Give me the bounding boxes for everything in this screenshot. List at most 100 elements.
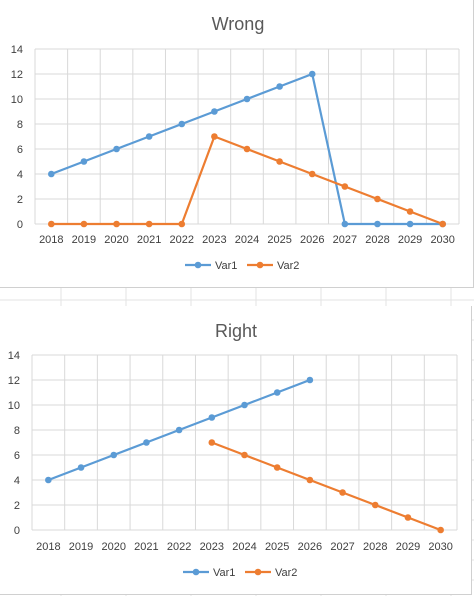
series-var2-point (406, 208, 414, 215)
legend-marker-var1 (194, 261, 202, 269)
series-var2-point (273, 464, 281, 471)
series-var1-point (308, 70, 316, 78)
y-tick-label: 4 (14, 475, 20, 487)
series-var1-point (276, 83, 283, 90)
series-var1-point (341, 220, 349, 228)
series-var1-point (80, 158, 88, 165)
series-var1-point (306, 376, 314, 384)
y-tick-label: 2 (17, 194, 23, 206)
series-var1-point (374, 220, 381, 228)
y-axis-ticks: 0 2 4 6 8 10 12 14 (8, 350, 20, 537)
y-tick-label: 10 (11, 94, 23, 106)
series-var2-point (241, 451, 248, 459)
x-tick-label: 2018 (39, 234, 63, 246)
series-var2-line (211, 441, 442, 532)
chart-title: Right (215, 321, 257, 341)
series-var1-point (45, 476, 52, 484)
series-var2-point (404, 514, 412, 521)
series-var2-point (371, 501, 379, 509)
y-tick-label: 0 (14, 525, 20, 537)
series-var2-point (80, 220, 88, 228)
series-var1-point (175, 426, 183, 434)
series-var2-point (113, 220, 120, 228)
chart-right[interactable]: Right 0 2 4 6 8 10 12 14 2018 2019 2020 2021 2022 20… (0, 306, 472, 595)
series-var1-point (243, 95, 251, 103)
series-var2-point (48, 220, 55, 228)
series-var2-point (306, 476, 314, 484)
series-var1-point (178, 120, 186, 128)
series-var1-point (110, 451, 118, 459)
x-tick-label: 2020 (101, 541, 125, 553)
x-tick-label: 2021 (134, 541, 158, 553)
legend-marker-var2 (256, 261, 264, 269)
x-tick-label: 2024 (235, 234, 259, 246)
x-tick-label: 2029 (398, 234, 422, 246)
x-axis-ticks: 2018 2019 2020 2021 2022 2023 2024 2025 2026 2027… (39, 234, 455, 246)
y-tick-label: 0 (17, 219, 23, 231)
chart-wrong[interactable]: Wrong 0 2 4 6 8 10 12 14 2018 2019 2020 2021 2022 20… (0, 0, 474, 288)
series-var2-point (276, 158, 283, 165)
y-tick-label: 8 (14, 425, 20, 437)
series-var2-point (145, 220, 153, 228)
plot-series (45, 376, 444, 534)
series-var1-point (48, 170, 55, 178)
gridlines (31, 354, 458, 531)
series-var2-point (437, 526, 444, 534)
x-tick-label: 2028 (363, 541, 387, 553)
x-tick-label: 2026 (298, 541, 322, 553)
x-tick-label: 2018 (36, 541, 60, 553)
series-var1-point (77, 464, 85, 471)
x-tick-label: 2030 (428, 541, 452, 553)
series-var2-point (308, 170, 316, 178)
x-tick-label: 2023 (202, 234, 226, 246)
x-tick-label: 2022 (167, 541, 191, 553)
x-tick-label: 2025 (265, 541, 289, 553)
legend-label-var1: Var1 (215, 260, 237, 272)
legend-marker-var2 (254, 568, 262, 576)
series-var1-point (143, 439, 150, 446)
x-tick-label: 2020 (104, 234, 128, 246)
x-tick-label: 2025 (267, 234, 291, 246)
y-tick-label: 2 (14, 500, 20, 512)
y-tick-label: 14 (8, 350, 20, 362)
plot-series (48, 70, 446, 228)
y-tick-label: 8 (17, 119, 23, 131)
x-axis-ticks: 2018 2019 2020 2021 2022 2023 2024 2025 2026 2027… (36, 541, 453, 553)
legend: Var1 Var2 (185, 260, 299, 272)
x-tick-label: 2029 (396, 541, 420, 553)
x-tick-label: 2021 (137, 234, 161, 246)
series-var1-point (113, 145, 120, 153)
legend: Var1 Var2 (183, 567, 297, 579)
series-var2-point (243, 145, 251, 153)
series-var1-point (145, 133, 153, 140)
x-tick-label: 2027 (330, 541, 354, 553)
x-tick-label: 2026 (300, 234, 324, 246)
series-var1-point (273, 389, 281, 396)
series-var1-point (241, 401, 248, 409)
series-var2-point (178, 220, 186, 228)
y-tick-label: 12 (8, 375, 20, 387)
series-var1-point (211, 108, 218, 115)
x-tick-label: 2030 (430, 234, 454, 246)
y-tick-label: 6 (17, 144, 23, 156)
chart-title: Wrong (212, 14, 265, 34)
y-tick-label: 10 (8, 400, 20, 412)
x-tick-label: 2023 (200, 541, 224, 553)
gridlines (34, 48, 460, 225)
series-var2-point (211, 133, 218, 140)
x-tick-label: 2028 (365, 234, 389, 246)
legend-label-var2: Var2 (277, 260, 299, 272)
x-tick-label: 2019 (69, 541, 93, 553)
legend-label-var2: Var2 (275, 567, 297, 579)
series-var2-point (439, 220, 446, 228)
series-var2-point (341, 183, 349, 190)
series-var2-point (208, 439, 216, 446)
y-tick-label: 12 (11, 69, 23, 81)
legend-label-var1: Var1 (213, 567, 235, 579)
x-tick-label: 2019 (72, 234, 96, 246)
y-axis-ticks: 0 2 4 6 8 10 12 14 (11, 44, 23, 231)
y-tick-label: 4 (17, 169, 23, 181)
legend-marker-var1 (192, 568, 200, 576)
y-tick-label: 6 (14, 450, 20, 462)
y-tick-label: 14 (11, 44, 23, 56)
